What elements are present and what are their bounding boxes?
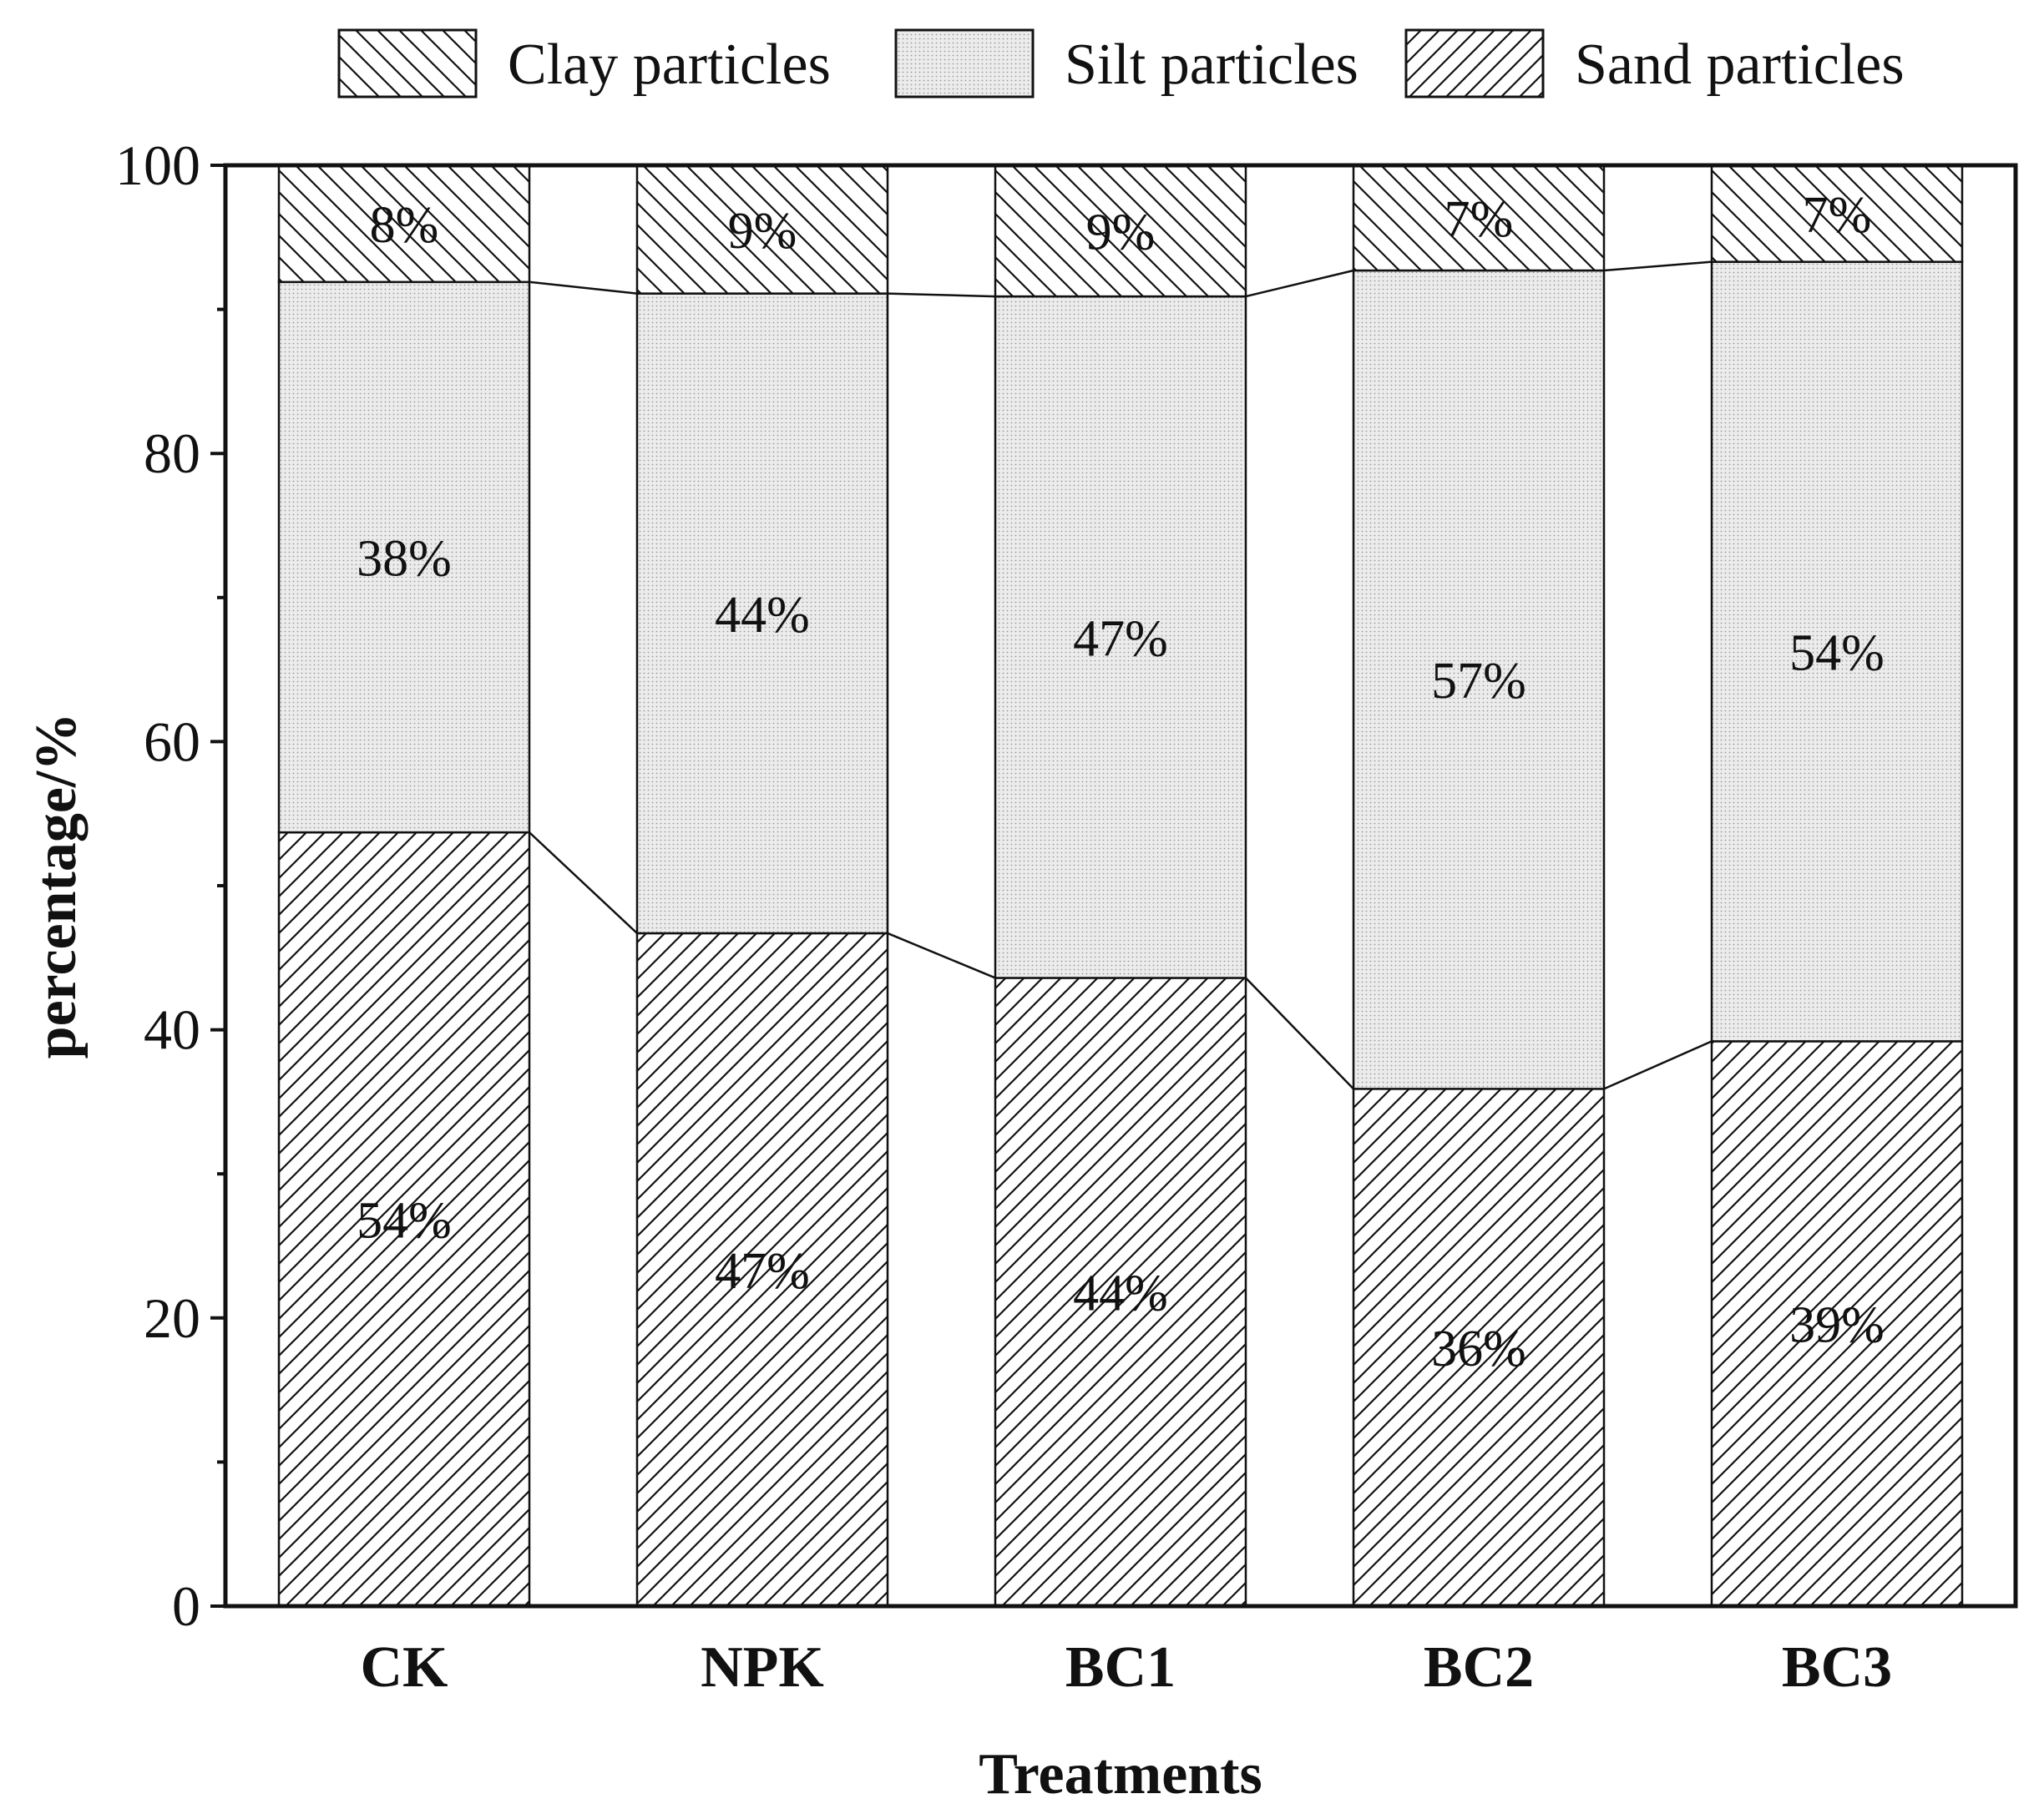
connector-sand-3 [1603, 1040, 1713, 1090]
y-axis: 0 20 40 60 80 100 [115, 134, 225, 1638]
data-label-clay-ck: 8% [370, 197, 439, 254]
x-tick-label-npk: NPK [701, 1635, 824, 1700]
bar-segment-sand-npk [635, 932, 889, 1608]
bar-segment-clay-bc2 [1352, 164, 1606, 272]
bar-segment-silt-bc2 [1352, 269, 1606, 1090]
legend-item-silt: Silt particles [894, 28, 1358, 99]
connector-silt-1 [887, 292, 996, 298]
x-tick-label-bc1: BC1 [1065, 1635, 1176, 1700]
data-label-sand-npk: 47% [715, 1243, 810, 1300]
bar-segment-silt-npk [635, 292, 889, 935]
data-labels: 54% 38% 8% 47% 44% 9% 44% 47% 9% 36% 57% 7% 39% 54% 7% [357, 187, 1885, 1377]
connector-silt-3 [1603, 260, 1713, 272]
y-tick-label: 100 [115, 134, 200, 197]
data-label-silt-bc1: 47% [1073, 610, 1168, 667]
legend-item-sand: Sand particles [1404, 28, 1905, 99]
data-label-clay-bc2: 7% [1444, 191, 1514, 248]
connector-silt-2 [1245, 269, 1354, 298]
x-tick-label-bc2: BC2 [1424, 1635, 1534, 1700]
y-tick-label: 80 [144, 422, 200, 485]
x-axis-title: Treatments [979, 1742, 1262, 1806]
bar-segment-clay-bc1 [994, 164, 1247, 298]
bar-segment-sand-bc1 [994, 977, 1247, 1608]
data-label-sand-bc3: 39% [1789, 1297, 1885, 1354]
y-axis-title: percentage/% [24, 713, 89, 1059]
data-label-silt-bc2: 57% [1431, 653, 1526, 710]
bar-segment-sand-bc3 [1710, 1040, 1964, 1608]
data-label-sand-ck: 54% [357, 1193, 452, 1250]
bar-segment-silt-ck [277, 280, 531, 834]
x-tick-label-ck: CK [361, 1635, 448, 1700]
bar-segment-sand-ck [277, 831, 531, 1608]
legend-label-clay: Clay particles [508, 33, 831, 97]
y-tick-label: 0 [172, 1574, 200, 1638]
connector-sand-2 [1245, 977, 1354, 1090]
legend-label-sand: Sand particles [1575, 33, 1905, 97]
x-tick-label-bc3: BC3 [1782, 1635, 1892, 1700]
y-tick-label: 60 [144, 710, 200, 773]
data-label-clay-bc3: 7% [1803, 187, 1872, 244]
legend-swatch-sand [1404, 28, 1545, 99]
data-label-silt-ck: 38% [357, 530, 452, 587]
y-tick-label: 20 [144, 1286, 200, 1350]
bars-layer [277, 164, 1964, 1608]
data-label-clay-bc1: 9% [1086, 205, 1156, 261]
data-label-sand-bc2: 36% [1431, 1321, 1526, 1377]
bar-segment-silt-bc1 [994, 295, 1247, 979]
y-tick-label: 40 [144, 998, 200, 1062]
bar-segment-clay-bc3 [1710, 164, 1964, 263]
bar-segment-clay-npk [635, 164, 889, 295]
legend-item-clay: Clay particles [337, 28, 831, 99]
legend: Clay particles Silt particles Sand parti… [337, 28, 1905, 99]
connector-lines [529, 260, 1713, 1090]
connector-sand-1 [887, 932, 996, 979]
connector-silt-0 [529, 280, 638, 295]
legend-swatch-clay [337, 28, 478, 99]
bar-segment-sand-bc2 [1352, 1088, 1606, 1608]
data-label-silt-bc3: 54% [1789, 625, 1885, 682]
x-axis: CK NPK BC1 BC2 BC3 [361, 1635, 1893, 1700]
legend-label-silt: Silt particles [1065, 33, 1358, 97]
data-label-clay-npk: 9% [728, 203, 797, 260]
legend-swatch-silt [894, 28, 1035, 99]
data-label-silt-npk: 44% [715, 587, 810, 644]
connector-sand-0 [529, 831, 638, 934]
data-label-sand-bc1: 44% [1073, 1266, 1168, 1322]
